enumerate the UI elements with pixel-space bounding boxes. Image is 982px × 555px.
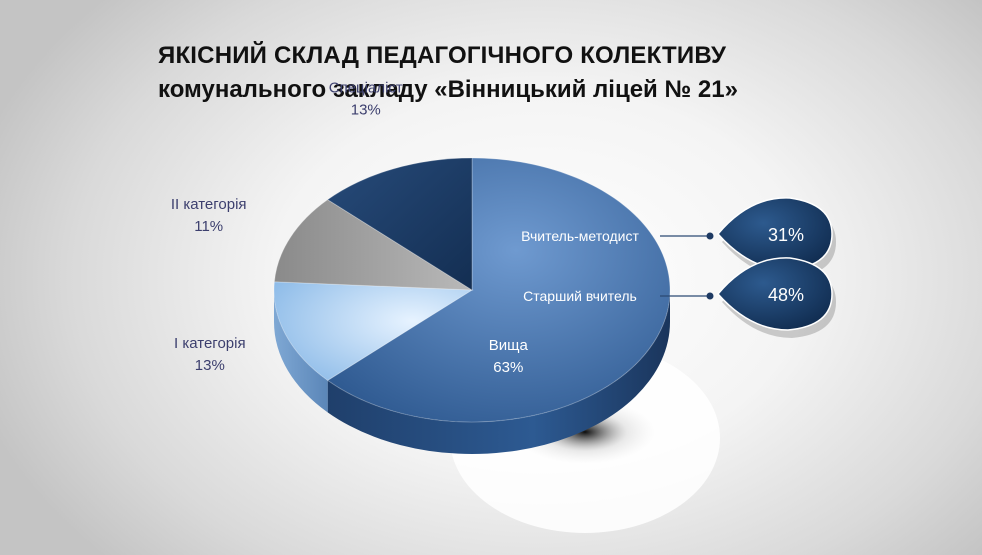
callout-вчитель-методист-value: 31% [768, 225, 804, 245]
pie-3d [273, 157, 671, 454]
slice-вища-name-label: Вища [489, 337, 529, 354]
pie-labels: Вища 63% І категорія 13% ІІ категорія 11% Спец… [171, 80, 529, 377]
slice-спеціаліст-value-label: 13% [351, 102, 381, 119]
callout-старший-вчитель-dot [706, 292, 714, 300]
callout-старший-вчитель-value: 48% [768, 285, 804, 305]
chart-subtitle: комунального закладу «Вінницький ліцей №… [158, 76, 738, 103]
slice-вища-value-label: 63% [493, 359, 523, 376]
slice-іі-категорія-name-label: ІІ категорія [171, 196, 247, 213]
slice-і-категорія [273, 281, 474, 381]
slice-і-категорія-name-label: І категорія [174, 335, 246, 352]
slice-іі-категорія [273, 199, 474, 291]
callout-старший-вчитель-bubble [717, 257, 833, 331]
slice-спеціаліст-name-label: Спеціаліст [329, 80, 403, 97]
slice-вища-side [327, 290, 670, 454]
callout-старший-вчитель-label: Старший вчитель [523, 288, 637, 304]
slice-і-категорія-side [274, 290, 328, 413]
chart-title: ЯКІСНИЙ СКЛАД ПЕДАГОГІЧНОГО КОЛЕКТИВУ [158, 42, 727, 69]
slice-спеціаліст [326, 157, 473, 291]
callout-вчитель-методист-label: Вчитель-методист [521, 228, 639, 244]
callouts: Вчитель-методист 31% Старший вчитель 48% [521, 197, 836, 338]
slice-вища [326, 157, 671, 423]
slice-і-категорія-value-label: 13% [195, 357, 225, 374]
slice-іі-категорія-value-label: 11% [194, 218, 223, 235]
callout-вчитель-методист-dot [706, 232, 714, 240]
